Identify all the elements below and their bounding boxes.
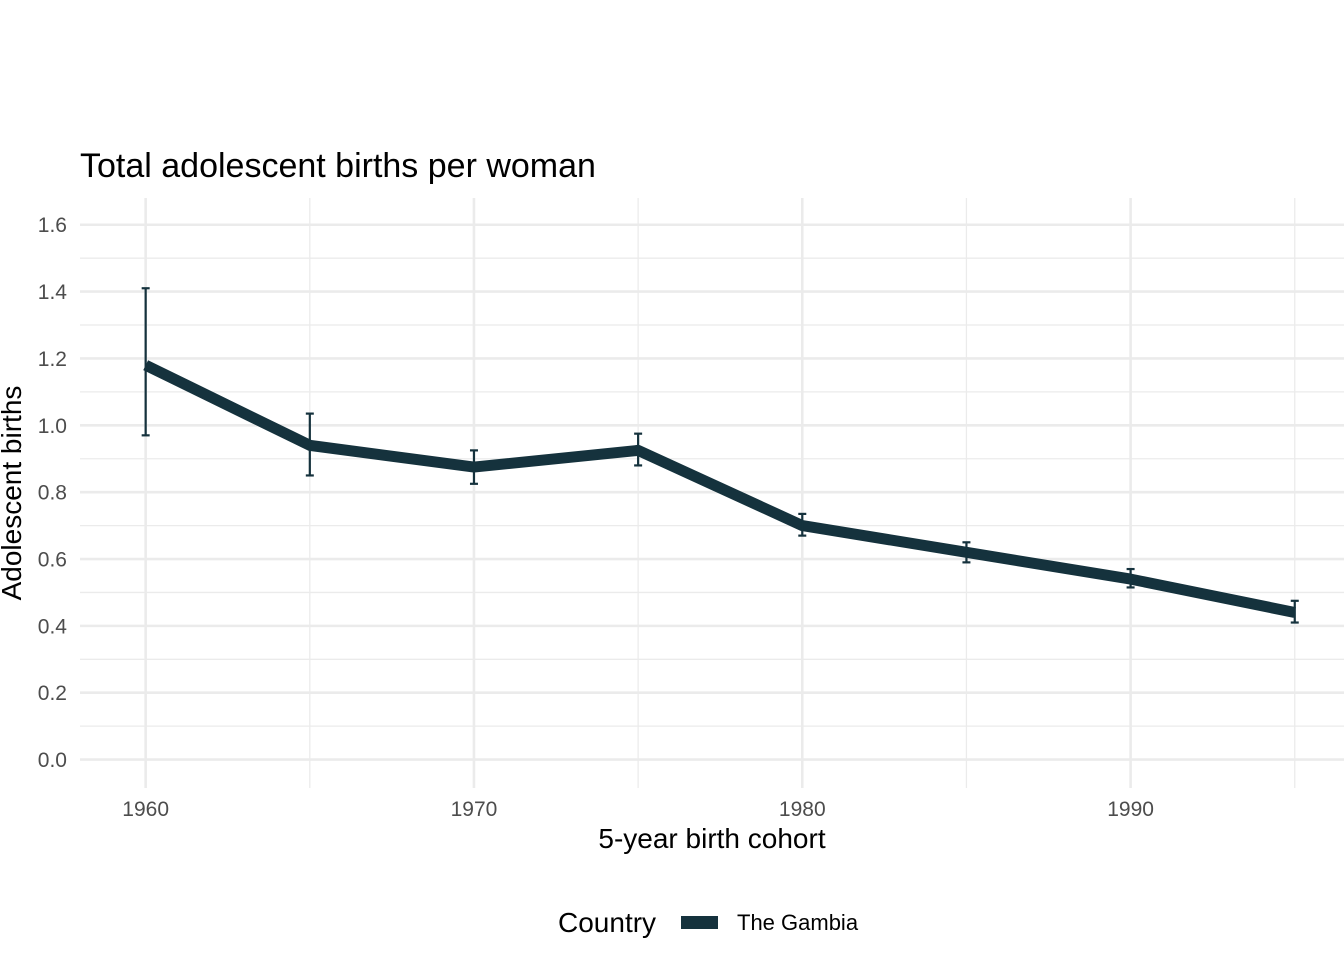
error-bar — [305, 412, 314, 477]
y-tick-label: 1.4 — [38, 281, 68, 304]
series-layer — [141, 287, 1299, 624]
y-axis-title: Adolescent births — [0, 386, 27, 601]
legend-key — [681, 916, 718, 929]
error-bar — [798, 512, 807, 537]
x-tick-label: 1990 — [1107, 798, 1154, 821]
y-tick-label: 0.8 — [38, 482, 67, 505]
error-bar — [634, 432, 643, 467]
x-tick-label: 1970 — [451, 798, 498, 821]
y-tick-label: 0.2 — [38, 682, 67, 705]
legend-label: The Gambia — [737, 910, 859, 935]
error-bar — [469, 449, 478, 485]
y-tick-label: 1.0 — [38, 415, 67, 438]
error-bar — [1126, 567, 1135, 589]
y-tick-label: 1.6 — [38, 214, 67, 237]
y-tick-labels: 0.0 0.2 0.4 0.6 0.8 1.0 1.2 1.4 1.6 — [38, 214, 68, 772]
y-tick-label: 1.2 — [38, 348, 67, 371]
y-tick-label: 0.4 — [38, 615, 68, 638]
legend-title: Country — [558, 907, 656, 938]
x-tick-labels: 1960 1970 1980 1990 — [122, 798, 1154, 821]
legend: Country The Gambia — [558, 907, 859, 938]
y-tick-label: 0.6 — [38, 549, 67, 572]
error-bar — [1290, 599, 1299, 624]
series-line — [143, 360, 1296, 618]
grid — [80, 198, 1344, 788]
y-tick-label: 0.0 — [38, 749, 67, 772]
x-tick-label: 1960 — [122, 798, 169, 821]
x-axis-title: 5-year birth cohort — [598, 823, 825, 854]
x-tick-label: 1980 — [779, 798, 826, 821]
error-bar — [141, 287, 150, 437]
error-bar — [962, 541, 971, 564]
chart-title: Total adolescent births per woman — [80, 147, 596, 185]
